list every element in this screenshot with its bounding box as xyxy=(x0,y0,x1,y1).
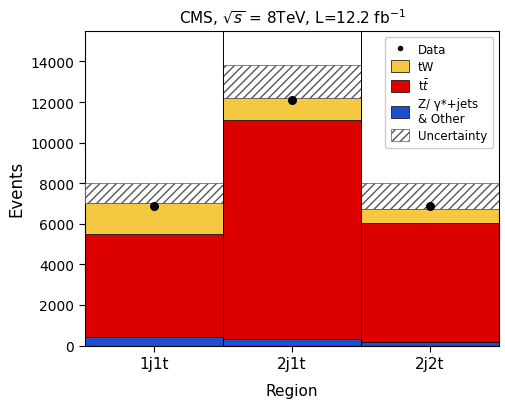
Bar xyxy=(360,343,498,346)
Bar xyxy=(222,340,360,346)
Bar xyxy=(85,234,222,338)
Point xyxy=(149,203,158,209)
Title: CMS, $\sqrt{s}$ = 8TeV, L=12.2 fb$^{-1}$: CMS, $\sqrt{s}$ = 8TeV, L=12.2 fb$^{-1}$ xyxy=(178,7,405,28)
Bar xyxy=(360,184,498,209)
Legend: Data, tW, t$\bar{t}$, Z/ γ*+jets
& Other, Uncertainty: Data, tW, t$\bar{t}$, Z/ γ*+jets & Other… xyxy=(384,38,492,148)
Point xyxy=(425,203,433,209)
Bar xyxy=(360,209,498,223)
Bar xyxy=(222,121,360,340)
Bar xyxy=(85,338,222,346)
Bar xyxy=(222,66,360,99)
Point xyxy=(287,98,295,104)
Text: Region: Region xyxy=(265,384,318,398)
Bar xyxy=(85,204,222,234)
Bar xyxy=(360,223,498,343)
Y-axis label: Events: Events xyxy=(7,161,25,217)
Bar xyxy=(85,184,222,204)
Bar xyxy=(222,99,360,121)
